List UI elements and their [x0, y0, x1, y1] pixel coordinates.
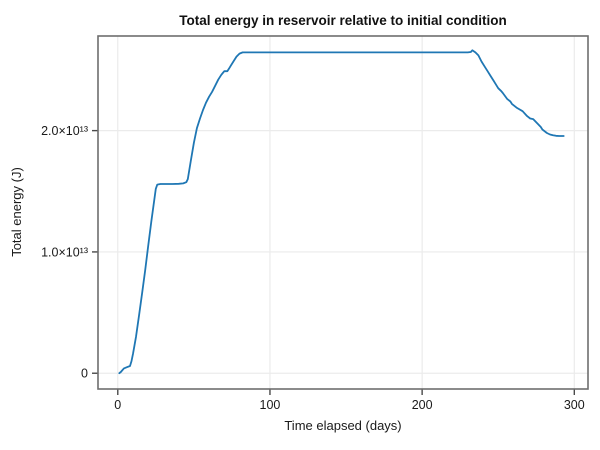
- x-tick-label: 300: [564, 398, 585, 412]
- y-tick-label: 1.0×10¹³: [41, 245, 88, 259]
- x-tick-label: 100: [260, 398, 281, 412]
- x-tick-label: 0: [114, 398, 121, 412]
- plot-border: [97, 35, 589, 390]
- y-tick-label: 0: [81, 367, 88, 381]
- energy-line-series: [118, 49, 565, 375]
- chart-title: Total energy in reservoir relative to in…: [179, 13, 507, 28]
- x-axis-label: Time elapsed (days): [284, 418, 401, 433]
- axis-ticks: [92, 129, 576, 395]
- y-axis-label: Total energy (J): [9, 167, 24, 257]
- y-tick-label: 2.0×10¹³: [41, 124, 88, 138]
- tick-labels: 0 100 200 300 0 1.0×10¹³ 2.0×10¹³: [41, 124, 585, 412]
- gridlines: [98, 36, 588, 389]
- x-tick-label: 200: [412, 398, 433, 412]
